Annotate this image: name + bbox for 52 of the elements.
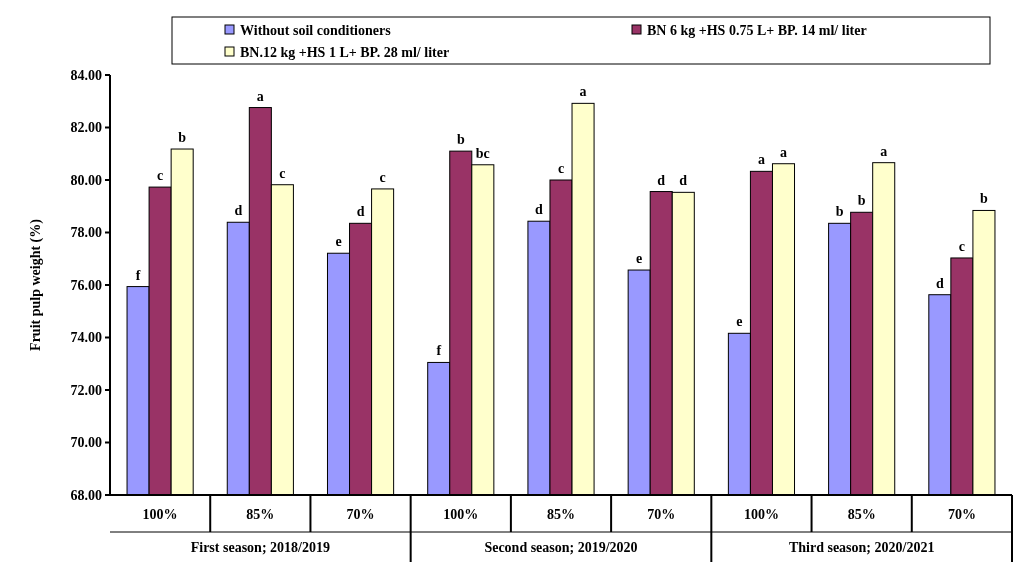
data-label: a: [757, 152, 765, 168]
y-tick-label: 82.00: [70, 120, 102, 136]
x-tick-label: 70%: [647, 507, 676, 522]
data-label: b: [857, 193, 866, 209]
y-axis-title: Fruit pulp weight (%): [28, 218, 44, 351]
data-label: bc: [475, 145, 490, 161]
data-label: c: [379, 169, 386, 185]
x-tick-label: 70%: [947, 507, 976, 522]
x-tick-label: 100%: [443, 507, 479, 522]
y-tick-label: 80.00: [70, 172, 102, 188]
data-label: f: [135, 267, 141, 283]
legend-label: BN.12 kg +HS 1 L+ BP. 28 ml/ liter: [240, 44, 450, 60]
text: Second season; 2019/2020: [484, 540, 638, 555]
y-tick-label: 70.00: [70, 435, 102, 451]
y-tick-label: 68.00: [70, 487, 102, 503]
x-tick-label: 85%: [547, 507, 575, 522]
data-label: d: [657, 172, 666, 188]
y-tick-label: 76.00: [70, 277, 102, 293]
data-label: c: [557, 161, 565, 176]
data-label: c: [279, 165, 286, 181]
data-label: d: [535, 202, 544, 218]
data-label: d: [356, 204, 365, 220]
data-label: e: [736, 314, 743, 330]
data-label: e: [636, 251, 643, 267]
data-label: c: [157, 168, 164, 184]
x-tick-label: 85%: [246, 507, 275, 522]
data-label: a: [779, 144, 787, 160]
data-label: a: [880, 143, 888, 159]
x-tick-label: 100%: [142, 507, 178, 522]
data-label: a: [256, 88, 264, 104]
data-label: d: [234, 203, 243, 219]
text: Third season; 2020/2021: [788, 540, 935, 555]
text: First season; 2018/2019: [190, 540, 330, 555]
data-label: b: [456, 132, 465, 148]
y-tick-label: 74.00: [70, 330, 102, 346]
data-label: b: [835, 204, 844, 220]
data-label: f: [436, 343, 442, 359]
data-label: d: [935, 275, 944, 291]
y-tick-label: 72.00: [70, 382, 102, 398]
data-label: e: [335, 234, 342, 250]
data-label: d: [679, 173, 688, 189]
y-tick-label: 84.00: [70, 67, 102, 83]
x-tick-label: 100%: [743, 507, 779, 522]
data-label: c: [958, 238, 965, 254]
data-label: a: [579, 84, 587, 100]
x-tick-label: 85%: [847, 507, 876, 522]
legend-label: BN 6 kg +HS 0.75 L+ BP. 14 ml/ liter: [647, 22, 867, 38]
data-label: b: [178, 130, 187, 146]
legend-label: Without soil conditioners: [240, 22, 392, 38]
y-tick-label: 78.00: [70, 225, 102, 241]
data-label: b: [980, 191, 989, 207]
x-tick-label: 70%: [346, 507, 375, 522]
